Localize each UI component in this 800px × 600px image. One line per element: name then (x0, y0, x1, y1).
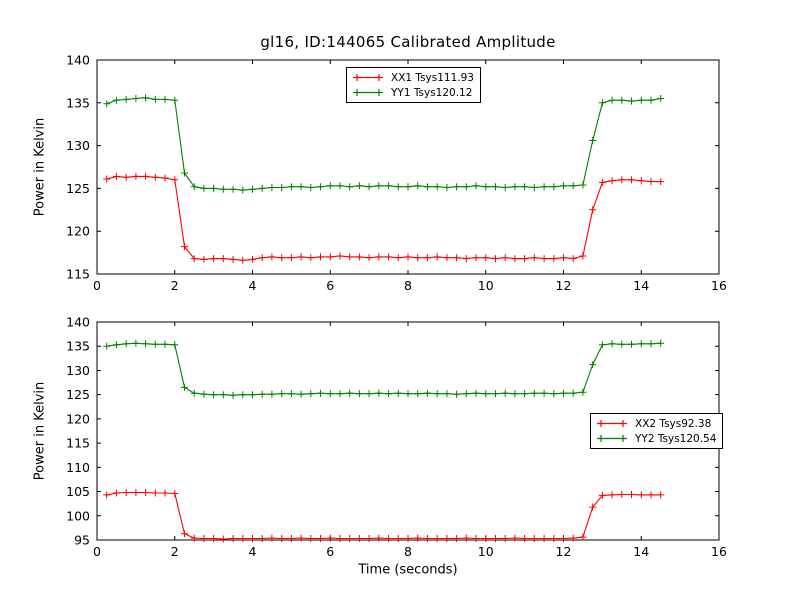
y-tick-label-1: 110 (66, 460, 90, 475)
legend-label-yy2: YY2 Tsys120.54 (635, 432, 717, 445)
series-markers-xx2 (103, 489, 665, 543)
legend-label-yy1: YY1 Tsys120.12 (391, 86, 473, 99)
x-tick-label-0: 2 (171, 278, 179, 293)
x-tick-label-0: 16 (711, 278, 727, 293)
y-tick-label-1: 125 (66, 387, 90, 402)
y-tick-label-1: 105 (66, 484, 90, 499)
x-tick-label-1: 12 (556, 544, 572, 559)
y-tick-label-0: 130 (66, 138, 90, 153)
legend-entry-xx1: XX1 Tsys111.93 (352, 70, 474, 85)
x-tick-label-1: 2 (171, 544, 179, 559)
series-line-xx2 (106, 491, 661, 540)
series-line-yy1 (106, 97, 661, 191)
legend-line-sample-xx1 (353, 74, 383, 81)
x-tick-label-0: 10 (478, 278, 494, 293)
legend-entry-yy2: YY2 Tsys120.54 (596, 431, 716, 446)
legend-line-sample-yy2 (597, 435, 627, 442)
legend-line-sample-xx2 (597, 420, 627, 427)
x-tick-label-1: 6 (326, 544, 334, 559)
series-line-yy2 (106, 342, 661, 396)
y-tick-label-1: 130 (66, 363, 90, 378)
y-tick-label-0: 135 (66, 95, 90, 110)
x-tick-label-0: 0 (93, 278, 101, 293)
y-tick-label-0: 140 (66, 53, 90, 68)
x-tick-label-1: 4 (249, 544, 257, 559)
series-markers-yy1 (103, 94, 665, 194)
figure-title: gl16, ID:144065 Calibrated Amplitude (260, 33, 556, 51)
x-tick-label-1: 14 (633, 544, 649, 559)
x-tick-label-0: 14 (633, 278, 649, 293)
series-markers-yy2 (103, 339, 665, 399)
x-tick-label-0: 12 (556, 278, 572, 293)
x-tick-label-1: 8 (404, 544, 412, 559)
legend-top-axes: XX1 Tsys111.93 YY1 Tsys120.12 (346, 67, 481, 103)
series-line-xx1 (106, 175, 661, 261)
x-tick-label-0: 4 (249, 278, 257, 293)
y-tick-label-0: 125 (66, 181, 90, 196)
y-tick-label-1: 95 (74, 533, 90, 548)
legend-entry-yy1: YY1 Tsys120.12 (352, 85, 474, 100)
y-tick-label-0: 120 (66, 224, 90, 239)
x-tick-label-1: 16 (711, 544, 727, 559)
legend-line-sample-yy1 (353, 89, 383, 96)
x-tick-label-0: 6 (326, 278, 334, 293)
x-tick-label-0: 8 (404, 278, 412, 293)
y-tick-label-1: 100 (66, 508, 90, 523)
legend-bottom-axes: XX2 Tsys92.38 YY2 Tsys120.54 (590, 413, 724, 449)
legend-label-xx1: XX1 Tsys111.93 (391, 71, 474, 84)
x-tick-label-1: 0 (93, 544, 101, 559)
legend-entry-xx2: XX2 Tsys92.38 (596, 416, 716, 431)
ylabel-top-axes: Power in Kelvin (32, 117, 48, 217)
series-markers-xx1 (103, 172, 665, 264)
y-tick-label-1: 115 (66, 436, 90, 451)
xlabel: Time (seconds) (358, 562, 458, 578)
y-tick-label-1: 120 (66, 411, 90, 426)
y-tick-label-1: 135 (66, 339, 90, 354)
ylabel-bottom-axes: Power in Kelvin (32, 381, 48, 481)
y-tick-label-1: 140 (66, 315, 90, 330)
legend-label-xx2: XX2 Tsys92.38 (635, 417, 712, 430)
x-tick-label-1: 10 (478, 544, 494, 559)
y-tick-label-0: 115 (66, 267, 90, 282)
